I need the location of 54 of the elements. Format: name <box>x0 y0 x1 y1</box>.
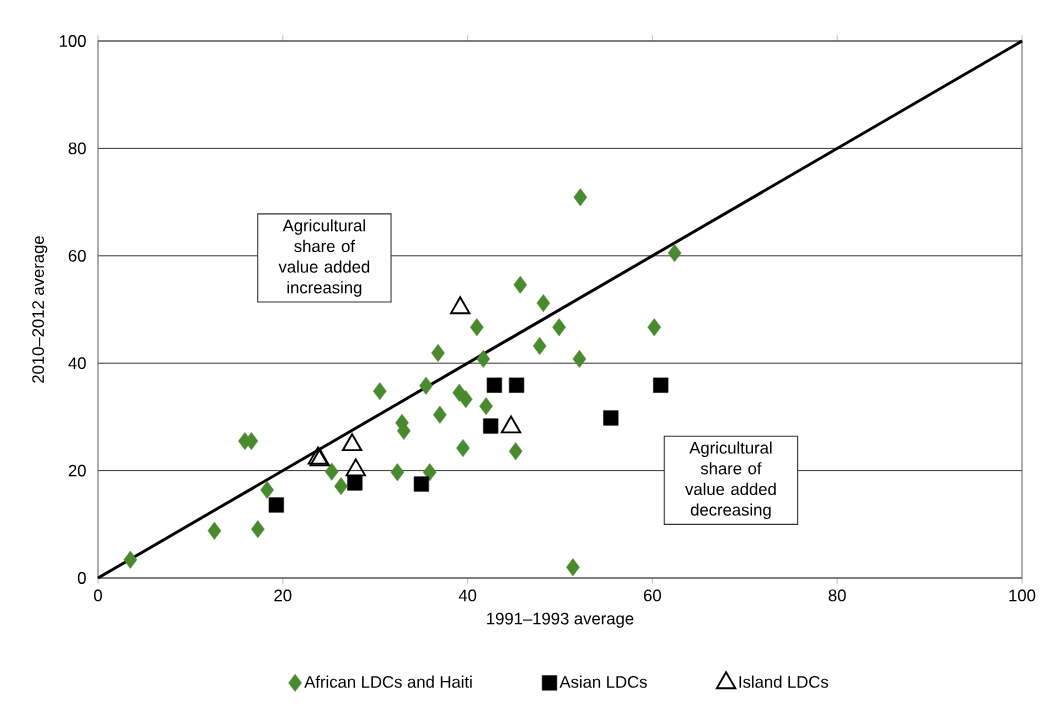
point <box>422 463 437 482</box>
y-tick-label: 80 <box>68 142 86 155</box>
point <box>476 349 491 368</box>
point <box>653 377 669 393</box>
point <box>431 344 445 362</box>
point <box>566 558 580 577</box>
legend-label: Island LDCs <box>739 675 829 688</box>
point <box>456 439 470 457</box>
point <box>433 405 447 424</box>
annotation: Agricultural share of value added decreasing <box>685 441 776 520</box>
point <box>508 442 523 461</box>
x-tick-label: 60 <box>643 589 662 602</box>
point <box>513 275 528 294</box>
x-tick-label: 40 <box>458 589 477 602</box>
point <box>470 318 484 337</box>
legend-label: Asian LDCs <box>559 675 647 688</box>
point <box>413 476 430 492</box>
x-tick-label: 20 <box>274 589 292 602</box>
point <box>486 377 502 393</box>
point <box>667 244 682 263</box>
point <box>483 418 499 434</box>
point <box>647 318 662 337</box>
point <box>390 463 405 482</box>
point <box>334 477 348 496</box>
annotation: Agricultural share of value added increasing <box>278 219 370 297</box>
y-tick-label: 0 <box>77 572 86 584</box>
x-tick-label: 100 <box>1009 589 1036 602</box>
y-tick-label: 20 <box>68 464 86 477</box>
point <box>207 521 222 540</box>
y-tick-label: 40 <box>68 357 86 370</box>
point <box>508 377 525 393</box>
point <box>458 390 473 409</box>
x-tick-label: 80 <box>828 589 846 602</box>
point <box>572 349 587 368</box>
point <box>251 520 265 539</box>
point <box>325 462 339 481</box>
point <box>552 318 566 337</box>
point <box>532 337 547 355</box>
point <box>419 376 433 395</box>
y-tick-label: 100 <box>59 35 86 47</box>
point <box>373 382 387 401</box>
point <box>123 550 138 569</box>
y-axis-title: 2010–2012 average <box>32 236 48 383</box>
point <box>260 481 274 499</box>
point <box>603 410 619 426</box>
point <box>268 497 284 513</box>
point <box>536 294 551 312</box>
point <box>347 475 363 491</box>
x-tick-label: 0 <box>94 589 102 602</box>
point <box>573 188 588 207</box>
point <box>479 397 493 416</box>
y-tick-label: 60 <box>68 249 86 262</box>
x-axis-title: 1991–1993 average <box>487 612 634 628</box>
legend-label: African LDCs and Haiti <box>304 675 472 688</box>
